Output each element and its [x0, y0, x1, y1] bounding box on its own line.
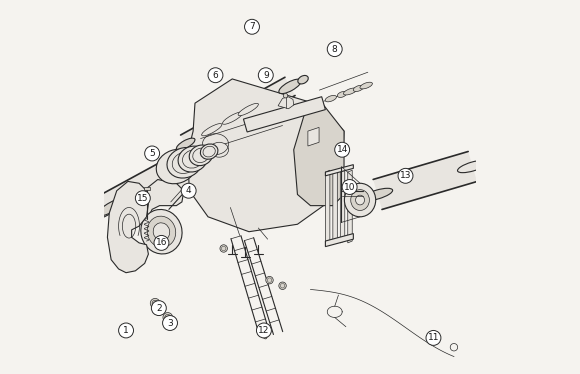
- Ellipse shape: [150, 298, 160, 308]
- Polygon shape: [139, 180, 184, 226]
- Ellipse shape: [298, 76, 308, 84]
- Ellipse shape: [96, 197, 129, 216]
- Polygon shape: [325, 170, 330, 243]
- Ellipse shape: [325, 95, 336, 102]
- Ellipse shape: [223, 112, 243, 124]
- Ellipse shape: [351, 190, 369, 211]
- Text: 7: 7: [249, 22, 255, 31]
- Ellipse shape: [338, 92, 346, 98]
- Polygon shape: [348, 170, 352, 243]
- Text: 4: 4: [186, 186, 191, 195]
- Circle shape: [181, 183, 196, 198]
- Ellipse shape: [90, 202, 121, 220]
- Ellipse shape: [141, 209, 182, 254]
- Circle shape: [426, 331, 441, 345]
- Ellipse shape: [360, 82, 372, 89]
- Text: 8: 8: [332, 45, 338, 53]
- Ellipse shape: [163, 313, 173, 322]
- Circle shape: [162, 316, 177, 331]
- Circle shape: [118, 323, 133, 338]
- Circle shape: [154, 236, 169, 250]
- Circle shape: [151, 301, 166, 316]
- Polygon shape: [325, 234, 353, 246]
- Ellipse shape: [279, 79, 301, 94]
- Text: 11: 11: [427, 333, 439, 343]
- Circle shape: [245, 19, 259, 34]
- Text: 9: 9: [263, 71, 269, 80]
- Circle shape: [144, 146, 160, 161]
- Text: 3: 3: [167, 319, 173, 328]
- Circle shape: [335, 142, 350, 157]
- Polygon shape: [333, 170, 338, 243]
- Ellipse shape: [458, 160, 488, 173]
- Ellipse shape: [167, 147, 202, 178]
- Text: 5: 5: [149, 149, 155, 158]
- Circle shape: [327, 42, 342, 56]
- Ellipse shape: [266, 276, 273, 284]
- Circle shape: [256, 323, 271, 338]
- Ellipse shape: [156, 149, 197, 184]
- Polygon shape: [293, 105, 344, 206]
- Polygon shape: [340, 170, 345, 243]
- Circle shape: [208, 68, 223, 83]
- Ellipse shape: [353, 85, 364, 92]
- Ellipse shape: [279, 282, 287, 289]
- Circle shape: [342, 180, 357, 194]
- Ellipse shape: [153, 223, 170, 240]
- Circle shape: [398, 168, 413, 183]
- Ellipse shape: [362, 188, 393, 200]
- Ellipse shape: [220, 245, 227, 252]
- Polygon shape: [325, 165, 353, 176]
- Ellipse shape: [356, 195, 364, 205]
- Text: 2: 2: [156, 304, 162, 313]
- Text: 13: 13: [400, 171, 411, 180]
- Text: 14: 14: [336, 145, 348, 154]
- Polygon shape: [187, 79, 344, 232]
- Polygon shape: [97, 96, 298, 226]
- Ellipse shape: [345, 183, 376, 217]
- Ellipse shape: [176, 138, 195, 150]
- Polygon shape: [373, 151, 477, 209]
- Polygon shape: [144, 187, 150, 190]
- Circle shape: [258, 68, 273, 83]
- Ellipse shape: [200, 144, 218, 159]
- Ellipse shape: [189, 145, 213, 166]
- Polygon shape: [244, 97, 325, 132]
- Polygon shape: [180, 77, 295, 153]
- Ellipse shape: [178, 146, 208, 172]
- Ellipse shape: [238, 103, 259, 116]
- Ellipse shape: [343, 88, 357, 95]
- Text: 1: 1: [123, 326, 129, 335]
- Ellipse shape: [147, 216, 176, 247]
- Text: 10: 10: [344, 183, 356, 191]
- Text: 15: 15: [137, 194, 148, 203]
- Ellipse shape: [210, 142, 229, 157]
- Ellipse shape: [283, 94, 288, 98]
- Text: 12: 12: [258, 326, 270, 335]
- Text: 6: 6: [213, 71, 218, 80]
- Polygon shape: [278, 97, 293, 109]
- Text: 16: 16: [155, 238, 167, 247]
- Ellipse shape: [260, 326, 267, 339]
- Polygon shape: [107, 181, 148, 273]
- Polygon shape: [308, 128, 319, 146]
- Circle shape: [135, 191, 150, 206]
- Ellipse shape: [202, 123, 222, 136]
